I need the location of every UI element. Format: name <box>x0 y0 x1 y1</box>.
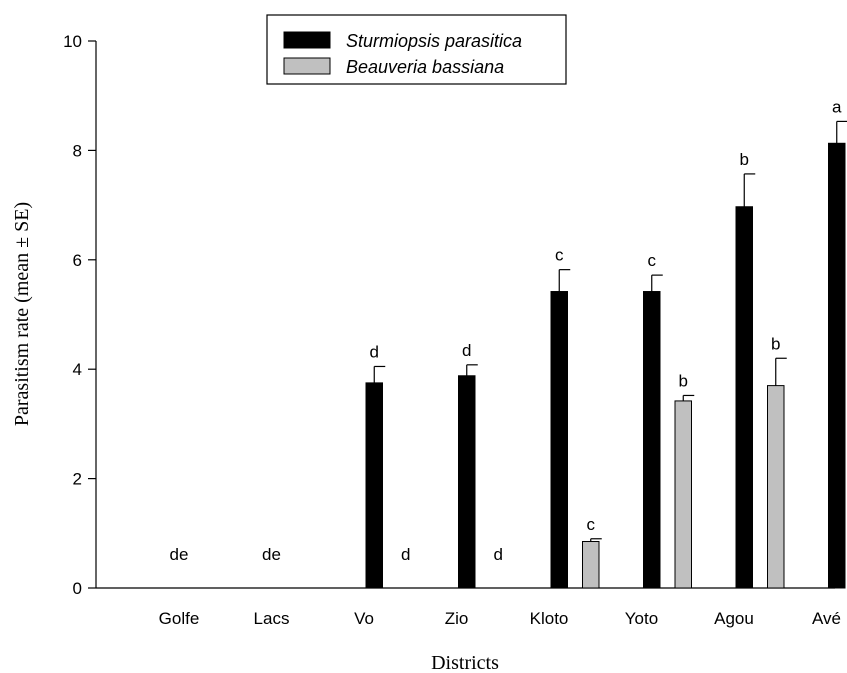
bar-sturmiopsis <box>458 375 476 589</box>
significance-letter: a <box>832 97 842 116</box>
x-tick-label: Kloto <box>530 609 569 628</box>
bar-beauveria <box>582 541 600 589</box>
y-ticks: 0 2 4 6 8 10 <box>63 32 96 598</box>
x-tick-label: Yoto <box>625 609 658 628</box>
significance-letter: b <box>679 371 688 390</box>
bar-sturmiopsis <box>550 291 568 589</box>
significance-letter: d <box>462 341 471 360</box>
x-tick-label: Agou <box>714 609 754 628</box>
significance-letter: d <box>401 545 410 564</box>
legend-label-beauveria: Beauveria bassiana <box>346 57 504 77</box>
legend-label-sturmiopsis: Sturmiopsis parasitica <box>346 31 522 51</box>
y-tick-label: 10 <box>63 32 82 51</box>
x-tick-label: Golfe <box>159 609 200 628</box>
bar-beauveria <box>767 385 785 589</box>
y-tick-label: 4 <box>73 360 82 379</box>
bar-sturmiopsis <box>643 291 661 589</box>
legend: Sturmiopsis parasitica Beauveria bassian… <box>266 14 567 85</box>
y-tick-label: 2 <box>73 470 82 489</box>
significance-letter: de <box>262 545 281 564</box>
x-axis-title: Districts <box>431 652 499 673</box>
y-tick-label: 0 <box>73 579 82 598</box>
y-tick-label: 6 <box>73 251 82 270</box>
legend-swatch-sturmiopsis <box>283 31 331 49</box>
x-ticks: Golfe Lacs Vo Zio Kloto Yoto Agou Avé <box>159 609 841 628</box>
significance-letter: b <box>771 334 780 353</box>
bar-sturmiopsis <box>735 206 753 589</box>
x-tick-label: Lacs <box>254 609 290 628</box>
y-axis-title: Parasitism rate (mean ± SE) <box>11 202 33 426</box>
error-bars <box>373 120 847 542</box>
significance-letters: dededdddcccbbbaa <box>170 97 842 564</box>
x-tick-label: Vo <box>354 609 374 628</box>
significance-letter: c <box>587 515 596 534</box>
significance-letter: b <box>740 150 749 169</box>
significance-letter: c <box>555 246 564 265</box>
bars <box>365 142 846 589</box>
x-tick-label: Avé <box>812 609 841 628</box>
significance-letter: d <box>494 545 503 564</box>
significance-letter: d <box>370 342 379 361</box>
significance-letter: c <box>648 251 657 270</box>
y-tick-label: 8 <box>73 141 82 160</box>
bar-sturmiopsis <box>828 142 846 589</box>
bar-sturmiopsis <box>365 382 383 589</box>
significance-letter: de <box>170 545 189 564</box>
legend-swatch-beauveria <box>283 57 331 75</box>
bar-beauveria <box>674 400 692 589</box>
x-tick-label: Zio <box>445 609 469 628</box>
